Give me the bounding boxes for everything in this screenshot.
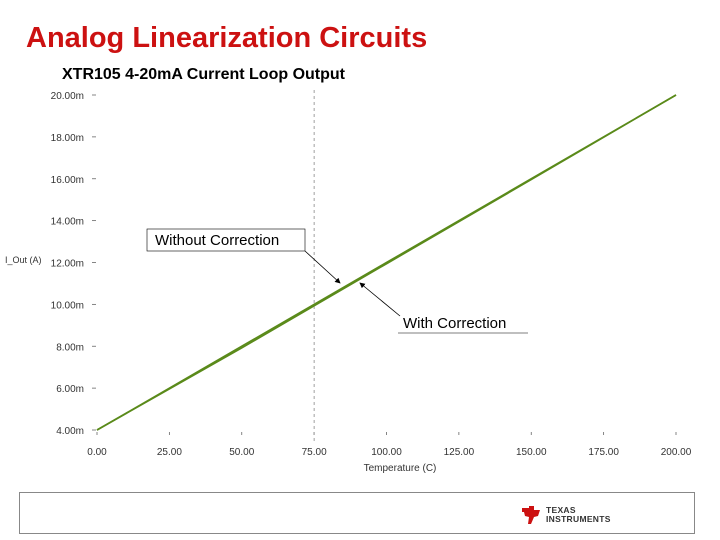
annotation-with-correction: With Correction xyxy=(403,315,506,332)
y-tick-label: 4.00m xyxy=(56,426,84,437)
x-axis-label: Temperature (C) xyxy=(364,463,437,474)
x-tick-label: 25.00 xyxy=(157,447,182,458)
y-tick-label: 6.00m xyxy=(56,384,84,395)
ti-logo-icon xyxy=(522,506,540,524)
annotation-without-correction: Without Correction xyxy=(155,232,279,249)
logo-line1: TEXAS xyxy=(546,505,576,515)
chart: 4.00m 6.00m 8.00m 10.00m 12.00m 14.00m 16.00m 1… xyxy=(5,90,692,474)
y-tick-label: 20.00m xyxy=(51,91,84,102)
annotation-box-without xyxy=(146,228,306,252)
y-tick-label: 14.00m xyxy=(51,217,84,228)
series-line-with-correction xyxy=(96,94,677,431)
footer-bar xyxy=(19,492,695,534)
x-tick-label: 50.00 xyxy=(229,447,254,458)
x-tick-label: 175.00 xyxy=(588,447,619,458)
series-layer xyxy=(96,94,677,431)
slide-title: Analog Linearization Circuits xyxy=(26,22,428,54)
x-tick-label: 125.00 xyxy=(444,447,475,458)
annotation-arrow-without xyxy=(304,250,341,284)
y-tick-label: 18.00m xyxy=(51,133,84,144)
logo-line2: INSTRUMENTS xyxy=(546,514,611,524)
x-tick-label: 200.00 xyxy=(661,447,692,458)
x-tick-label: 100.00 xyxy=(371,447,402,458)
y-axis: 4.00m 6.00m 8.00m 10.00m 12.00m 14.00m 16.00m 1… xyxy=(51,91,96,437)
y-tick-label: 12.00m xyxy=(51,259,84,270)
x-tick-label: 0.00 xyxy=(87,447,107,458)
y-tick-label: 16.00m xyxy=(51,175,84,186)
annotation-arrow-with xyxy=(359,282,401,317)
y-tick-label: 8.00m xyxy=(56,342,84,353)
ti-logo: TEXAS INSTRUMENTS xyxy=(520,504,611,526)
y-tick-label: 10.00m xyxy=(51,300,84,311)
x-tick-label: 150.00 xyxy=(516,447,547,458)
x-tick-label: 75.00 xyxy=(302,447,327,458)
y-axis-label: I_Out (A) xyxy=(5,255,42,265)
x-axis: 0.00 25.00 50.00 75.00 100.00 125.00 150.00 175… xyxy=(87,432,692,458)
chart-title: XTR105 4-20mA Current Loop Output xyxy=(62,66,345,83)
